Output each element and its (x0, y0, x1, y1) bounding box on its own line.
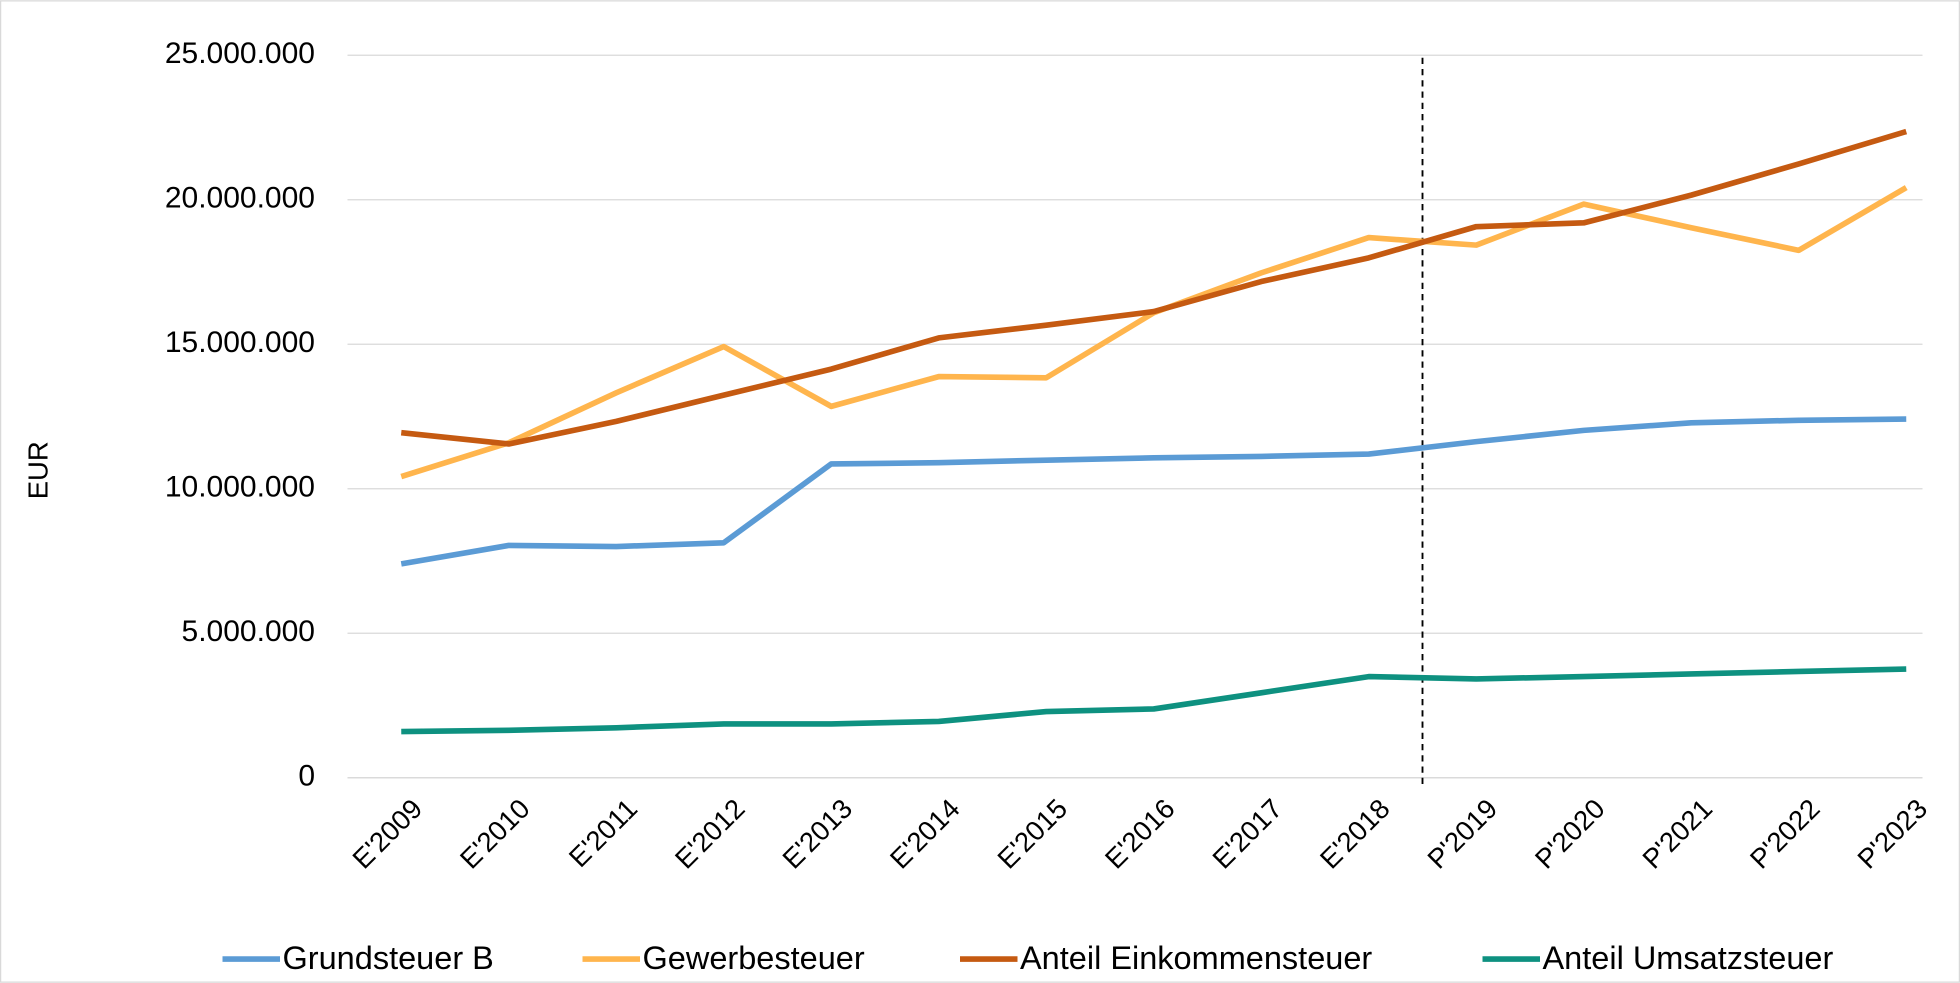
legend-label: Grundsteuer B (283, 940, 494, 976)
line-series (401, 666, 1907, 735)
y-tick-label: 25.000.000 (165, 37, 315, 70)
y-tick-label: 0 (298, 760, 315, 793)
y-tick-label: 20.000.000 (165, 182, 315, 215)
legend-label: Anteil Einkommensteuer (1020, 940, 1372, 976)
legend-label: Anteil Umsatzsteuer (1543, 940, 1834, 976)
y-tick-label: 10.000.000 (165, 471, 315, 504)
line-series (400, 416, 1907, 567)
y-axis-label: EUR (22, 441, 53, 499)
y-tick-label: 5.000.000 (182, 615, 315, 648)
y-tick-label: 15.000.000 (165, 326, 315, 359)
line-series (400, 128, 1908, 447)
legend-label: Gewerbesteuer (643, 940, 865, 976)
